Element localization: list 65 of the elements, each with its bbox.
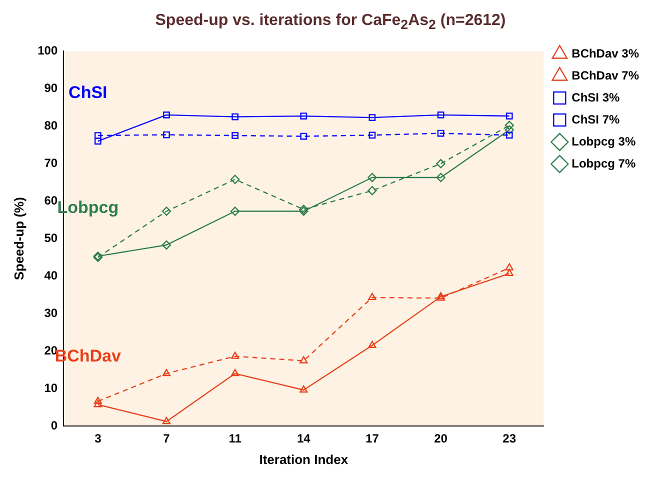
point — [163, 131, 170, 138]
point — [437, 130, 444, 137]
point — [299, 204, 308, 214]
point — [232, 113, 238, 120]
point — [232, 132, 238, 139]
y-tick-label: 50 — [44, 230, 58, 245]
point — [162, 240, 172, 250]
x-tick-label: 7 — [163, 432, 170, 446]
point — [368, 292, 376, 300]
legend-label: ChSI 7% — [572, 112, 620, 126]
point — [94, 132, 102, 139]
legend-label: Lobpcg 7% — [572, 156, 636, 170]
point — [162, 206, 172, 216]
legend-label: BChDav 3% — [572, 46, 640, 60]
y-tick-label: 30 — [44, 306, 58, 320]
point — [300, 132, 308, 140]
point — [504, 125, 514, 135]
point — [299, 206, 308, 216]
point — [505, 263, 514, 270]
point — [300, 356, 308, 364]
y-tick-label: 80 — [44, 118, 58, 132]
x-tick-label: 3 — [94, 432, 102, 446]
point — [300, 385, 308, 393]
point — [94, 400, 102, 408]
point — [230, 174, 240, 184]
point — [506, 112, 513, 120]
x-tick-label: 23 — [502, 432, 516, 446]
point — [368, 172, 377, 182]
point — [94, 396, 102, 404]
point — [300, 112, 308, 120]
y-tick-label: 60 — [44, 193, 58, 208]
point — [163, 111, 170, 118]
x-tick-label: 17 — [366, 432, 380, 446]
point — [230, 206, 240, 216]
legend-label: BChDav 7% — [572, 68, 640, 82]
point — [505, 268, 514, 276]
y-tick-label: 10 — [44, 380, 58, 395]
point — [230, 368, 240, 376]
x-tick-label: 14 — [296, 432, 311, 446]
point — [368, 132, 376, 139]
y-tick-label: 90 — [44, 80, 58, 95]
x-tick-label: 20 — [434, 432, 448, 446]
point — [506, 132, 513, 139]
y-tick-label: 0 — [50, 418, 58, 432]
point — [436, 172, 446, 182]
point — [437, 111, 444, 118]
point — [368, 186, 377, 196]
y-tick-label: 70 — [44, 156, 58, 170]
point — [94, 138, 102, 145]
point — [162, 416, 171, 424]
legend-label: ChSI 3% — [572, 90, 620, 104]
point — [230, 352, 240, 359]
point — [368, 340, 376, 348]
chart-title: Speed-up vs. iterations for CaFe$_{2}$As$_{2}$ (n=2612) — [154, 11, 507, 34]
point — [368, 114, 376, 121]
y-tick-label: 100 — [38, 44, 58, 58]
y-axis-title: Speed-up (%) — [11, 197, 26, 280]
y-tick-label: 40 — [44, 268, 58, 282]
point — [436, 159, 446, 168]
point — [162, 368, 171, 376]
point — [504, 120, 514, 130]
x-tick-label: 11 — [228, 432, 242, 446]
annotation: ChSI — [68, 82, 108, 102]
legend-label: Lobpcg 3% — [572, 134, 636, 148]
x-axis-title: Iteration Index — [259, 452, 349, 467]
